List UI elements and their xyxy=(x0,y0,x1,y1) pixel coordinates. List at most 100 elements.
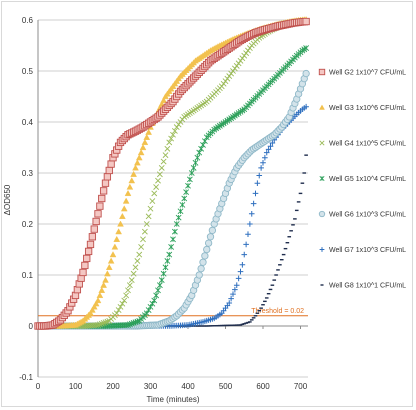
marker-point xyxy=(120,205,128,212)
marker-point xyxy=(105,263,113,270)
marker-point xyxy=(186,176,193,183)
marker-point xyxy=(233,62,240,69)
legend-label: Well G6 1x10^3 CFU/mL xyxy=(329,212,406,219)
marker-point xyxy=(243,50,250,57)
marker-point xyxy=(250,200,257,207)
marker-point xyxy=(89,306,96,313)
marker-point xyxy=(183,189,190,196)
marker-point xyxy=(156,282,163,289)
marker-point xyxy=(175,214,182,221)
marker-point xyxy=(111,243,119,250)
marker-point xyxy=(228,295,234,302)
marker-point xyxy=(241,251,248,258)
marker-point xyxy=(245,47,251,54)
marker-point xyxy=(115,307,122,313)
marker-point xyxy=(94,297,102,304)
marker-point xyxy=(164,258,171,264)
y-tick-label: -0.1 xyxy=(19,373,33,382)
marker-point xyxy=(247,221,253,227)
marker-point xyxy=(204,239,213,247)
marker-point xyxy=(145,128,152,135)
marker-point xyxy=(192,159,199,166)
marker-point xyxy=(117,220,124,227)
y-tick-labels: -0.1 0 0.1 0.2 0.3 0.4 0.5 0.6 xyxy=(19,16,33,382)
marker-point xyxy=(269,140,276,146)
marker-point xyxy=(166,139,173,146)
marker-point xyxy=(92,217,100,226)
marker-point xyxy=(162,264,169,271)
marker-point xyxy=(92,300,100,307)
marker-point xyxy=(141,228,148,235)
marker-point xyxy=(140,236,146,243)
marker-point xyxy=(123,292,130,299)
marker-point xyxy=(143,133,151,140)
marker-point xyxy=(239,55,246,62)
legend-label: Well G2 1x10^7 CFU/mL xyxy=(329,70,406,77)
marker-point xyxy=(171,228,178,235)
marker-point xyxy=(128,177,136,184)
series-g5 xyxy=(35,45,310,329)
marker-point xyxy=(158,100,166,107)
legend-label: Well G3 1x10^6 CFU/mL xyxy=(329,105,406,112)
x-tick-label: 300 xyxy=(144,382,158,391)
marker-point xyxy=(130,170,137,177)
marker-point xyxy=(128,277,135,284)
marker-point xyxy=(155,287,161,294)
marker-point xyxy=(81,261,89,270)
marker-point xyxy=(303,45,310,51)
marker-point xyxy=(237,268,244,275)
marker-point xyxy=(98,286,106,293)
x-tick-labels: 0 100 200 300 400 500 600 700 xyxy=(36,382,308,391)
marker-point xyxy=(103,173,112,181)
marker-point xyxy=(170,131,176,138)
marker-point xyxy=(194,154,201,161)
marker-point xyxy=(195,271,203,279)
marker-point xyxy=(168,244,175,250)
marker-point xyxy=(241,52,248,59)
y-tick-label: 0.1 xyxy=(22,271,34,280)
marker-point xyxy=(153,292,160,299)
marker-point xyxy=(173,221,180,227)
legend-label: Well G7 1x10^3 CFU/mL xyxy=(329,247,406,254)
marker-point xyxy=(96,291,104,298)
marker-point xyxy=(153,184,160,190)
legend-label: Well G4 1x10^5 CFU/mL xyxy=(329,141,406,148)
marker-point xyxy=(132,264,139,271)
marker-point xyxy=(94,210,102,218)
marker-point xyxy=(113,310,120,317)
marker-point xyxy=(151,190,158,197)
marker-point xyxy=(117,303,124,310)
marker-point xyxy=(98,194,106,203)
legend-item: Well G8 1x10^1 CFU/mL xyxy=(320,283,406,290)
marker-point xyxy=(104,318,111,325)
series-g2 xyxy=(34,17,310,330)
marker-point xyxy=(177,119,184,125)
marker-point xyxy=(263,149,270,156)
x-tick-label: 100 xyxy=(69,382,83,391)
marker-point xyxy=(230,68,236,74)
marker-point xyxy=(162,152,169,159)
marker-point xyxy=(226,300,233,306)
y-tick-label: 0 xyxy=(29,322,34,331)
marker-point xyxy=(235,275,242,282)
marker-point xyxy=(83,254,91,263)
marker-point xyxy=(160,96,167,103)
marker-point xyxy=(265,146,272,153)
marker-point xyxy=(99,187,108,195)
marker-point xyxy=(135,154,143,161)
marker-point xyxy=(130,270,137,277)
marker-point xyxy=(102,319,109,326)
marker-point xyxy=(143,221,150,227)
marker-point xyxy=(318,210,326,218)
marker-point xyxy=(145,213,152,220)
marker-point xyxy=(122,197,130,204)
marker-point xyxy=(233,282,240,288)
marker-point xyxy=(222,78,229,85)
marker-point xyxy=(121,297,128,304)
legend: Well G2 1x10^7 CFU/mL Well G3 1x10^6 CFU/… xyxy=(318,68,406,290)
marker-point xyxy=(254,180,261,186)
marker-point xyxy=(252,190,259,197)
marker-point xyxy=(96,321,103,328)
marker-point xyxy=(113,235,121,242)
y-tick-label: 0.5 xyxy=(22,67,34,76)
